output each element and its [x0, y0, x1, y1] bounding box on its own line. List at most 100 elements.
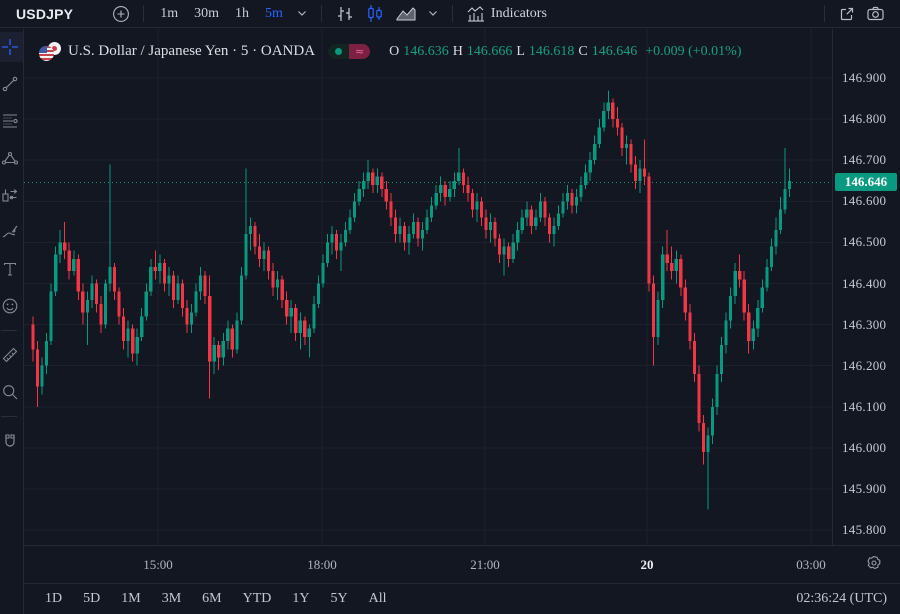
symbol-button[interactable]: USDJPY	[16, 5, 74, 22]
tool-brush[interactable]	[0, 217, 23, 247]
candle-body	[461, 172, 465, 185]
chart-legend[interactable]: U.S. Dollar / Japanese Yen · 5 · OANDA ≈…	[37, 42, 742, 61]
timeframe-1m[interactable]: 1m	[160, 5, 179, 21]
price-axis-label: 146.400	[842, 275, 887, 291]
candle-body	[398, 225, 402, 235]
candle-body	[371, 172, 375, 185]
legend-title[interactable]: U.S. Dollar / Japanese Yen · 5 · OANDA	[68, 43, 316, 59]
range-all[interactable]: All	[368, 591, 387, 606]
timeframe-5m[interactable]: 5m	[265, 5, 283, 21]
candle-body	[633, 164, 638, 181]
tool-xabcd-pattern[interactable]	[0, 143, 23, 173]
range-5d[interactable]: 5D	[83, 591, 101, 606]
candle-body	[35, 349, 40, 387]
candle-body	[656, 299, 660, 337]
candle-body	[257, 246, 262, 259]
candle-body	[638, 168, 642, 181]
open-label: O	[389, 43, 400, 59]
candle-body	[497, 238, 502, 255]
compare-add-button[interactable]	[107, 2, 135, 26]
forecast-icon	[2, 189, 18, 202]
price-axis-label: 146.000	[842, 439, 887, 455]
style-menu-button[interactable]	[422, 10, 444, 17]
candle-body	[199, 275, 203, 292]
candle-body	[144, 291, 148, 317]
candle-body	[629, 143, 633, 165]
candle-body	[769, 246, 773, 268]
candle-body	[529, 209, 533, 226]
candle-body	[742, 279, 746, 313]
range-1y[interactable]: 1Y	[292, 591, 310, 606]
timezone-clock[interactable]: 02:36:24 (UTC)	[796, 591, 887, 606]
candle-body	[679, 258, 683, 288]
candle-body	[117, 291, 121, 317]
candle-body	[135, 336, 139, 354]
range-1m[interactable]: 1M	[121, 591, 141, 606]
candle-body	[787, 180, 792, 189]
share-button[interactable]	[833, 2, 861, 26]
candle-body	[756, 308, 760, 329]
candle-body	[520, 217, 524, 231]
open-value: 146.636	[403, 43, 449, 59]
time-axis[interactable]: 15:00 18:00 21:00 20 03:00	[24, 545, 900, 583]
range-6m[interactable]: 6M	[202, 591, 222, 606]
candlestick-chart[interactable]	[24, 29, 832, 545]
candle-body	[570, 193, 574, 206]
candle-body	[76, 258, 80, 292]
candle-body	[565, 193, 570, 202]
candle-body	[307, 328, 311, 337]
candle-body	[312, 304, 316, 329]
range-5y[interactable]: 5Y	[330, 591, 348, 606]
candle-body	[534, 217, 538, 226]
toolbar-right	[816, 0, 900, 27]
timeframe-1h[interactable]: 1h	[235, 5, 250, 21]
toolbar-separator	[824, 5, 825, 22]
candles-style-button[interactable]	[360, 2, 390, 26]
market-status-pills[interactable]: ≈	[328, 44, 371, 59]
tool-text[interactable]	[0, 254, 23, 284]
range-3m[interactable]: 3M	[161, 591, 182, 606]
candle-body	[375, 176, 379, 185]
candle-body	[747, 312, 751, 342]
price-axis[interactable]: 146.646 146.900 146.800 146.700 146.600 146.…	[832, 29, 900, 545]
chart-pane[interactable]: U.S. Dollar / Japanese Yen · 5 · OANDA ≈…	[24, 29, 832, 545]
candle-body	[692, 341, 696, 374]
candle-body	[185, 308, 189, 325]
top-toolbar: USDJPY 1m 30m 1h 5m	[0, 0, 900, 28]
candle-body	[479, 201, 484, 218]
candle-body	[475, 201, 479, 210]
bars-style-button[interactable]	[330, 2, 360, 26]
area-style-button[interactable]	[390, 2, 422, 26]
candle-body	[516, 230, 520, 243]
candle-body	[149, 267, 153, 292]
timeframe-30m[interactable]: 30m	[194, 5, 220, 21]
candle-body	[49, 291, 53, 342]
tool-fib-retracement[interactable]	[0, 106, 23, 136]
tool-crosshair[interactable]	[0, 32, 23, 62]
candle-body	[262, 250, 266, 259]
candle-body	[706, 435, 710, 453]
tool-trend-line[interactable]	[0, 69, 23, 99]
screenshot-button[interactable]	[861, 2, 890, 26]
candle-body	[448, 188, 452, 198]
tool-forecast[interactable]	[0, 180, 23, 210]
candle-body	[420, 230, 425, 239]
candle-body	[470, 193, 475, 210]
bars-style-icon	[337, 6, 352, 21]
candle-body	[108, 267, 112, 284]
timeframe-menu-button[interactable]	[291, 10, 313, 17]
candle-body	[502, 246, 506, 255]
range-1d[interactable]: 1D	[45, 591, 63, 606]
candle-body	[683, 287, 687, 313]
tool-emoji[interactable]	[0, 291, 23, 321]
candle-body	[280, 279, 284, 300]
tool-zoom[interactable]	[0, 377, 23, 407]
tool-magnet[interactable]	[0, 426, 23, 456]
candle-body	[425, 217, 429, 231]
range-ytd[interactable]: YTD	[242, 591, 272, 606]
candle-body	[760, 287, 764, 309]
tool-ruler[interactable]	[0, 340, 23, 370]
axis-settings-button[interactable]	[866, 555, 882, 571]
indicators-button[interactable]: Indicators	[461, 2, 552, 26]
